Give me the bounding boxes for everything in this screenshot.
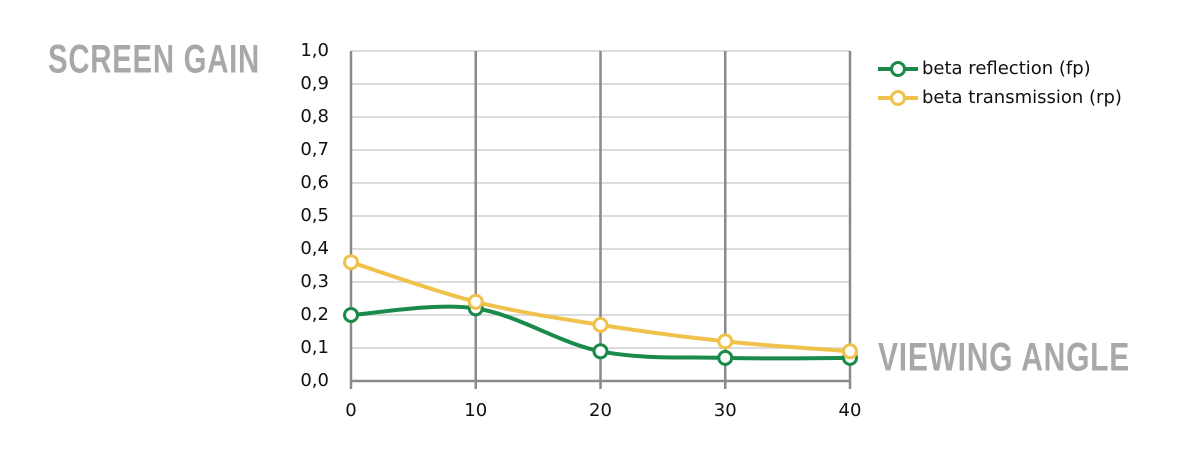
data-point	[343, 254, 359, 271]
data-point	[467, 293, 484, 310]
y-tick-label: 0,2	[300, 304, 329, 325]
data-point	[717, 333, 734, 350]
x-tick-label: 40	[839, 400, 862, 421]
y-tick-label: 0,4	[300, 238, 329, 259]
x-tick-label: 10	[464, 400, 487, 421]
x-tick-label: 20	[589, 400, 612, 421]
legend-marker	[890, 61, 906, 77]
y-tick-label: 1,0	[300, 40, 329, 61]
y-tick-label: 0,8	[300, 106, 329, 127]
y-tick-label: 0,6	[300, 172, 329, 193]
data-point	[592, 316, 609, 333]
data-point	[592, 343, 609, 360]
x-tick-label: 0	[345, 400, 356, 421]
y-tick-label: 0,1	[300, 337, 329, 358]
data-point	[842, 343, 858, 360]
legend-label: beta transmission (rp)	[922, 87, 1122, 108]
y-tick-label: 0,5	[300, 205, 329, 226]
y-tick-label: 0,9	[300, 73, 329, 94]
y-tick-label: 0,0	[300, 370, 329, 391]
x-axis-title: VIEWING ANGLE	[878, 336, 1130, 380]
x-tick-label: 30	[714, 400, 737, 421]
legend-marker	[890, 90, 906, 106]
y-tick-label: 0,3	[300, 271, 329, 292]
y-tick-label: 0,7	[300, 139, 329, 160]
y-axis-title: SCREEN GAIN	[48, 38, 260, 82]
data-point	[343, 307, 359, 323]
data-point	[717, 349, 734, 366]
legend-label: beta reflection (fp)	[922, 58, 1091, 79]
